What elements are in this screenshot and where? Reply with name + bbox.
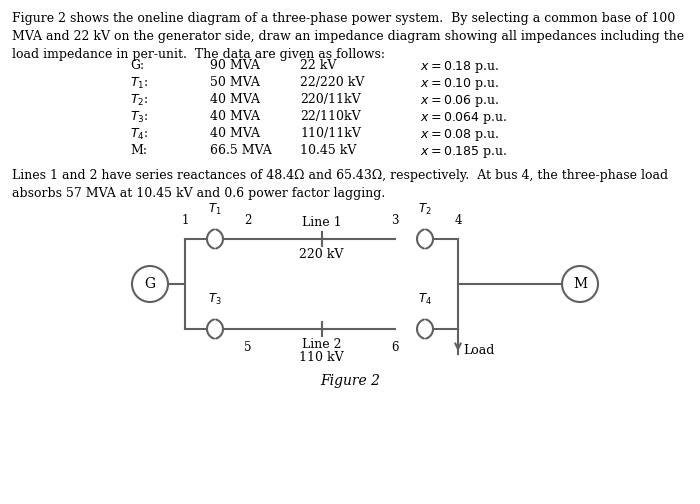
Text: 22/220 kV: 22/220 kV (300, 76, 365, 89)
Text: G: G (144, 277, 155, 291)
Text: 40 MVA: 40 MVA (210, 93, 260, 106)
Text: Line 1: Line 1 (302, 216, 342, 229)
Text: M: M (573, 277, 587, 291)
Text: 40 MVA: 40 MVA (210, 110, 260, 123)
Text: 40 MVA: 40 MVA (210, 127, 260, 140)
Text: $x = 0.18$ p.u.: $x = 0.18$ p.u. (420, 59, 500, 75)
Text: G:: G: (130, 59, 144, 72)
Text: 90 MVA: 90 MVA (210, 59, 260, 72)
Text: Figure 2 shows the oneline diagram of a three-phase power system.  By selecting : Figure 2 shows the oneline diagram of a … (12, 12, 684, 61)
Text: 10.45 kV: 10.45 kV (300, 144, 356, 157)
Text: Figure 2: Figure 2 (320, 374, 380, 388)
Text: 110 kV: 110 kV (299, 351, 344, 364)
Text: 220/11kV: 220/11kV (300, 93, 360, 106)
Text: M:: M: (130, 144, 147, 157)
Text: $x = 0.06$ p.u.: $x = 0.06$ p.u. (420, 93, 500, 109)
Text: $T_1$: $T_1$ (208, 202, 222, 217)
Text: $x = 0.185$ p.u.: $x = 0.185$ p.u. (420, 144, 508, 160)
Text: $T_4$: $T_4$ (418, 292, 432, 307)
Text: Load: Load (463, 344, 494, 356)
Text: 4: 4 (454, 214, 462, 227)
Text: 50 MVA: 50 MVA (210, 76, 260, 89)
Text: $T_2$: $T_2$ (418, 202, 432, 217)
Text: $T_1$:: $T_1$: (130, 76, 148, 91)
Text: $x = 0.10$ p.u.: $x = 0.10$ p.u. (420, 76, 500, 92)
Text: $x = 0.064$ p.u.: $x = 0.064$ p.u. (420, 110, 508, 126)
Text: $T_3$: $T_3$ (208, 292, 222, 307)
Text: $x = 0.08$ p.u.: $x = 0.08$ p.u. (420, 127, 500, 143)
Text: 110/11kV: 110/11kV (300, 127, 361, 140)
Text: 22 kV: 22 kV (300, 59, 337, 72)
Text: 2: 2 (244, 214, 252, 227)
Text: 66.5 MVA: 66.5 MVA (210, 144, 272, 157)
Text: Lines 1 and 2 have series reactances of 48.4Ω and 65.43Ω, respectively.  At bus : Lines 1 and 2 have series reactances of … (12, 169, 668, 200)
Text: 1: 1 (181, 214, 189, 227)
Text: 6: 6 (391, 341, 399, 354)
Text: $T_3$:: $T_3$: (130, 110, 148, 125)
Text: $T_2$:: $T_2$: (130, 93, 148, 108)
Text: 5: 5 (244, 341, 252, 354)
Text: 22/110kV: 22/110kV (300, 110, 360, 123)
Text: $T_4$:: $T_4$: (130, 127, 148, 142)
Text: 3: 3 (391, 214, 399, 227)
Text: 220 kV: 220 kV (300, 248, 344, 261)
Text: Line 2: Line 2 (302, 338, 342, 351)
